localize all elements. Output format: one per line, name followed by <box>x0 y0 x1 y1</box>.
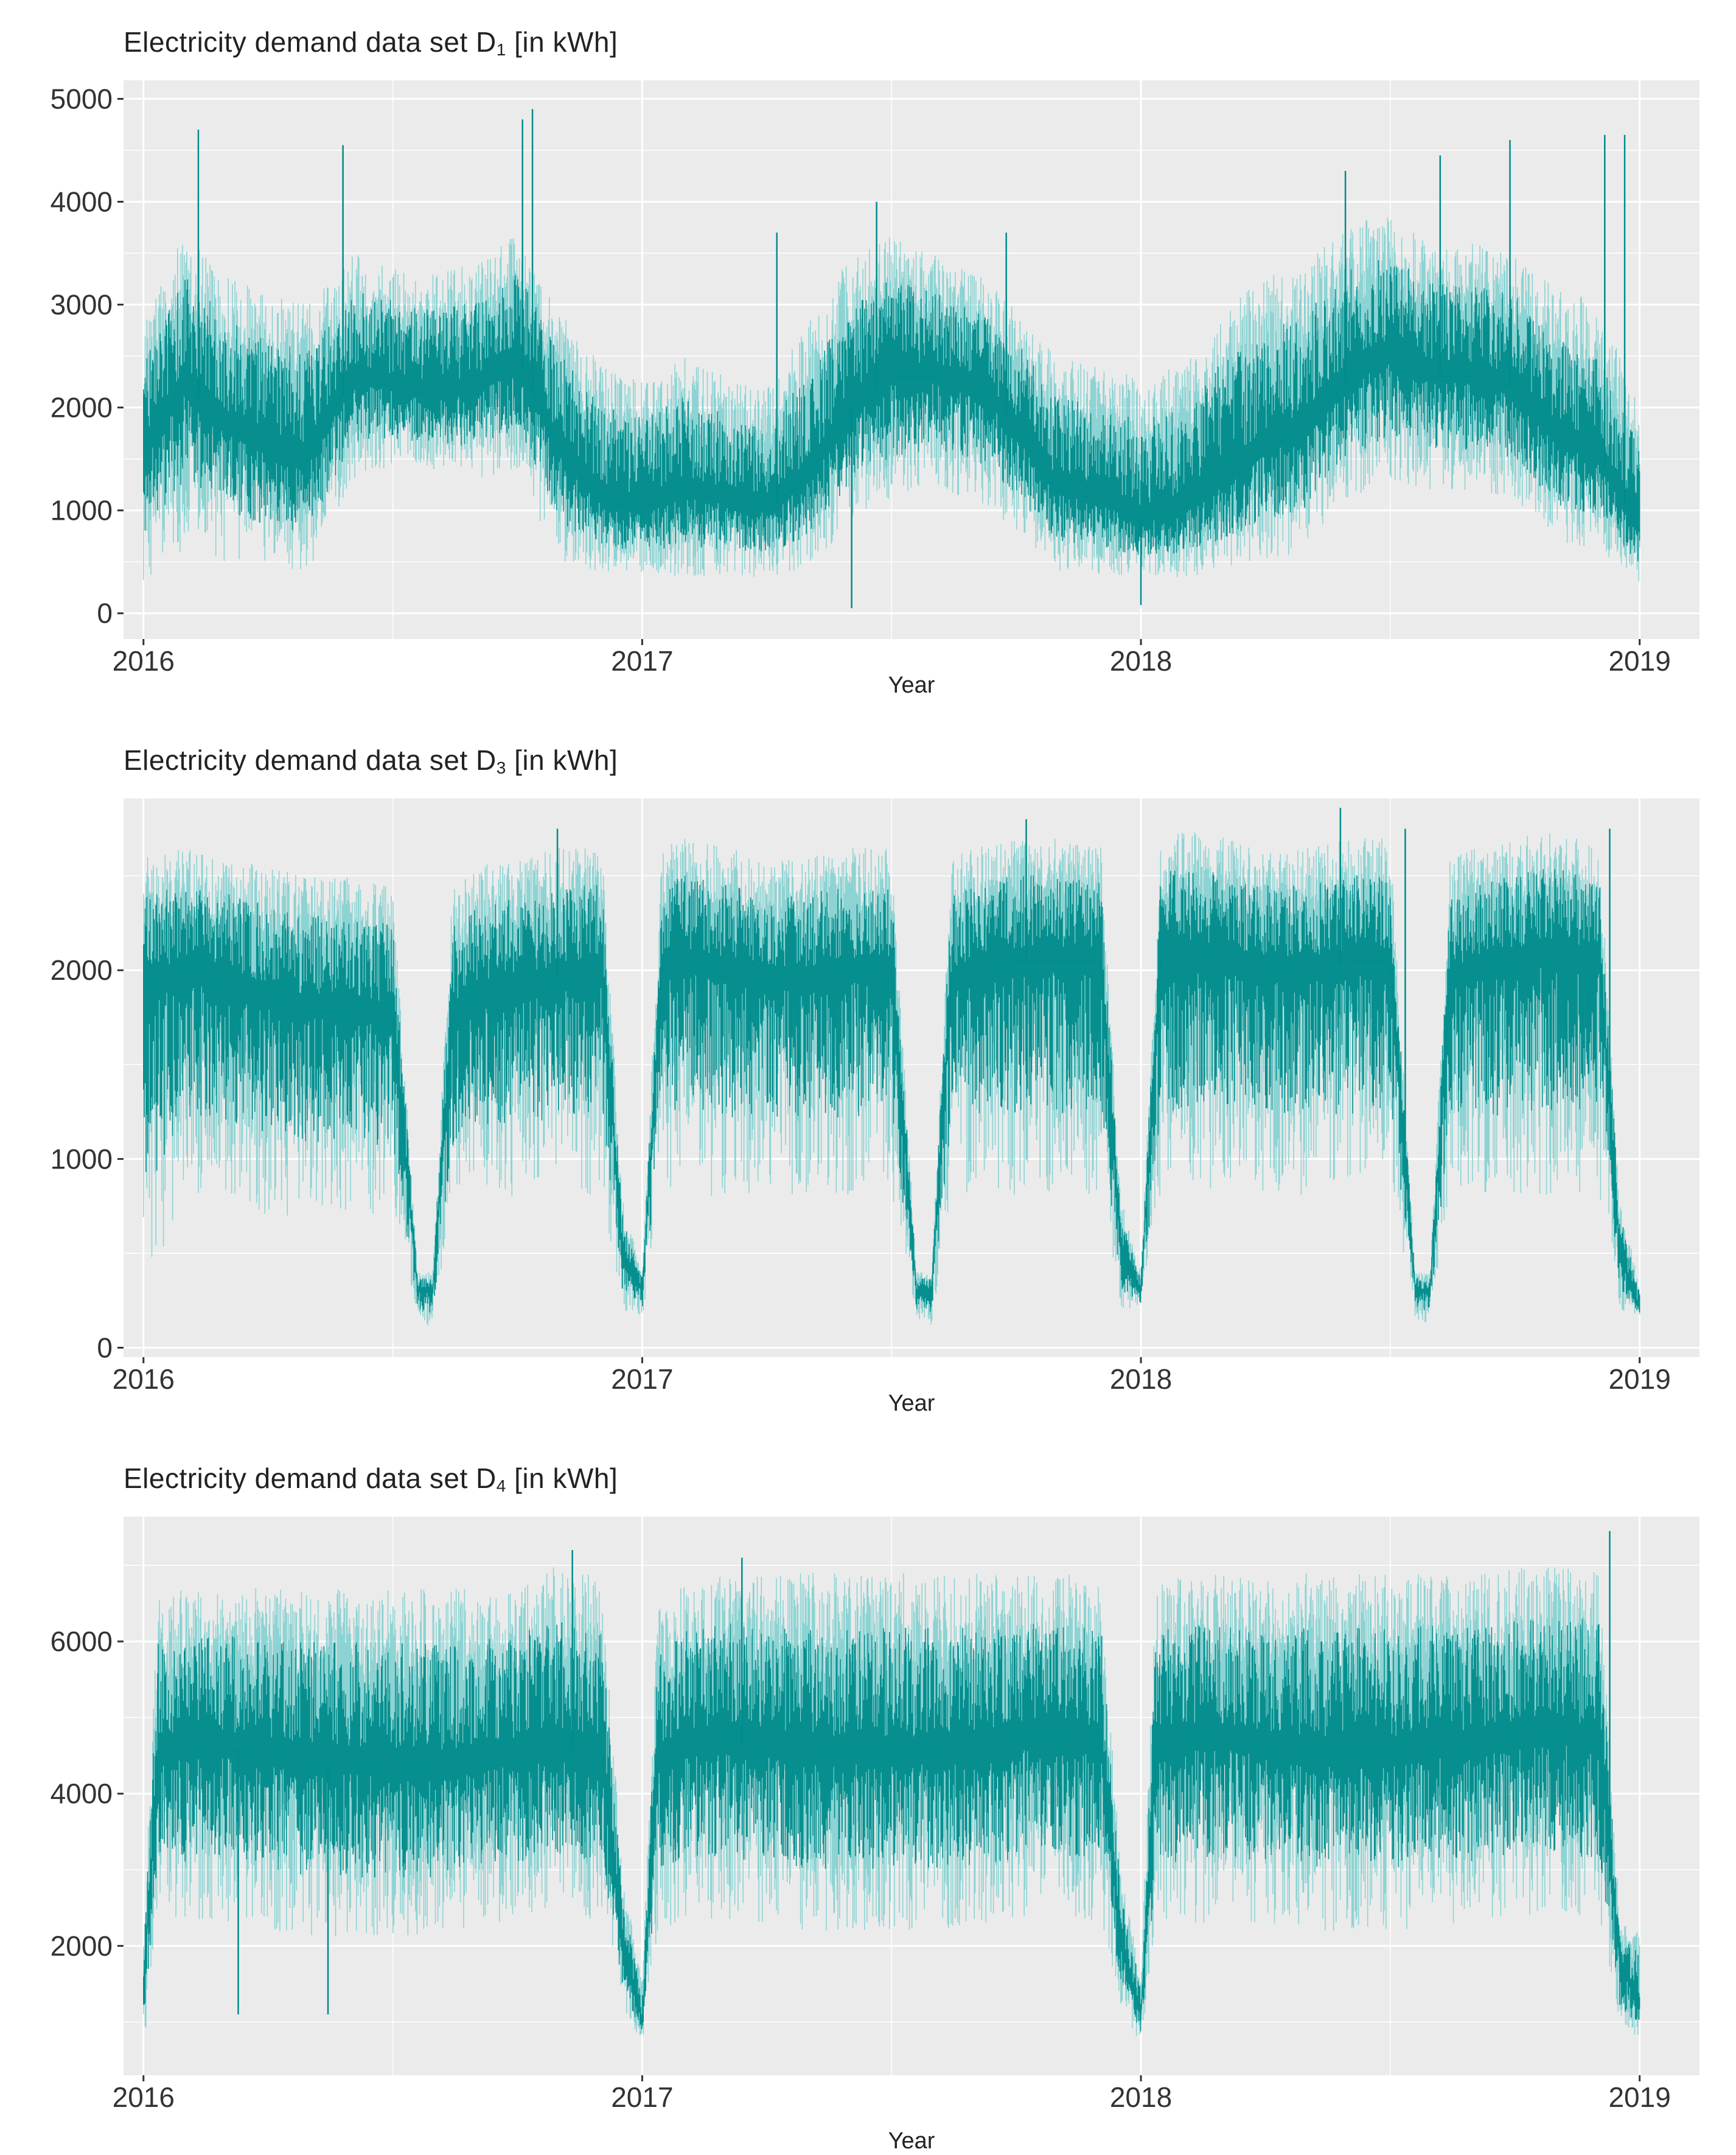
series-D3 <box>143 808 1640 1325</box>
y-tick-label: 0 <box>97 598 113 629</box>
y-tick-label: 2000 <box>51 392 113 424</box>
y-tick-label: 2000 <box>51 1930 113 1961</box>
chart-title: Electricity demand data set D3 [in kWh] <box>124 744 618 777</box>
x-tick-label: 2019 <box>1608 1363 1670 1395</box>
chart-panel-d3: Electricity demand data set D3 [in kWh] … <box>51 744 1699 1416</box>
x-axis-title: Year <box>888 672 935 698</box>
x-tick-label: 2017 <box>611 2081 673 2113</box>
x-tick-label: 2018 <box>1110 2081 1172 2113</box>
x-tick-label: 2017 <box>611 1363 673 1395</box>
y-tick-label: 4000 <box>51 186 113 217</box>
y-tick-label: 6000 <box>51 1626 113 1657</box>
x-tick-label: 2018 <box>1110 1363 1172 1395</box>
x-tick-label: 2019 <box>1608 2081 1670 2113</box>
chart-panel-d1: Electricity demand data set D1 [in kWh] … <box>0 0 1736 698</box>
chart-title: Electricity demand data set D4 [in kWh] <box>124 1462 618 1495</box>
x-tick-label: 2018 <box>1110 645 1172 677</box>
y-tick-label: 5000 <box>51 83 113 114</box>
line-chart: 2016 2017 2018 2019 0 1000 2000 3000 4000 5000 Yea… <box>51 80 1699 698</box>
series-mid-line <box>143 951 1640 1310</box>
x-tick-label: 2016 <box>113 1363 175 1395</box>
series-D4 <box>142 1531 1640 2036</box>
x-tick-label: 2019 <box>1608 645 1670 677</box>
line-chart: 2016 2017 2018 2019 0 1000 2000 Year <box>51 798 1699 1416</box>
x-tick-label: 2016 <box>113 645 175 677</box>
series-mid-line <box>142 1732 1640 2022</box>
series-D1 <box>142 109 1640 609</box>
y-tick-label: 0 <box>97 1332 113 1363</box>
y-tick-label: 1000 <box>51 1143 113 1175</box>
y-tick-label: 2000 <box>51 954 113 986</box>
y-tick-label: 4000 <box>51 1778 113 1809</box>
x-axis-title: Year <box>888 1391 935 1416</box>
x-tick-label: 2016 <box>113 2081 175 2113</box>
x-tick-label: 2017 <box>611 645 673 677</box>
series-core-trace <box>143 260 1640 561</box>
series-mid-line <box>142 355 1640 531</box>
y-tick-label: 1000 <box>51 495 113 526</box>
x-axis-title: Year <box>888 2128 935 2154</box>
chart-title: Electricity demand data set D1 [in kWh] <box>124 26 618 59</box>
y-tick-label: 3000 <box>51 289 113 321</box>
